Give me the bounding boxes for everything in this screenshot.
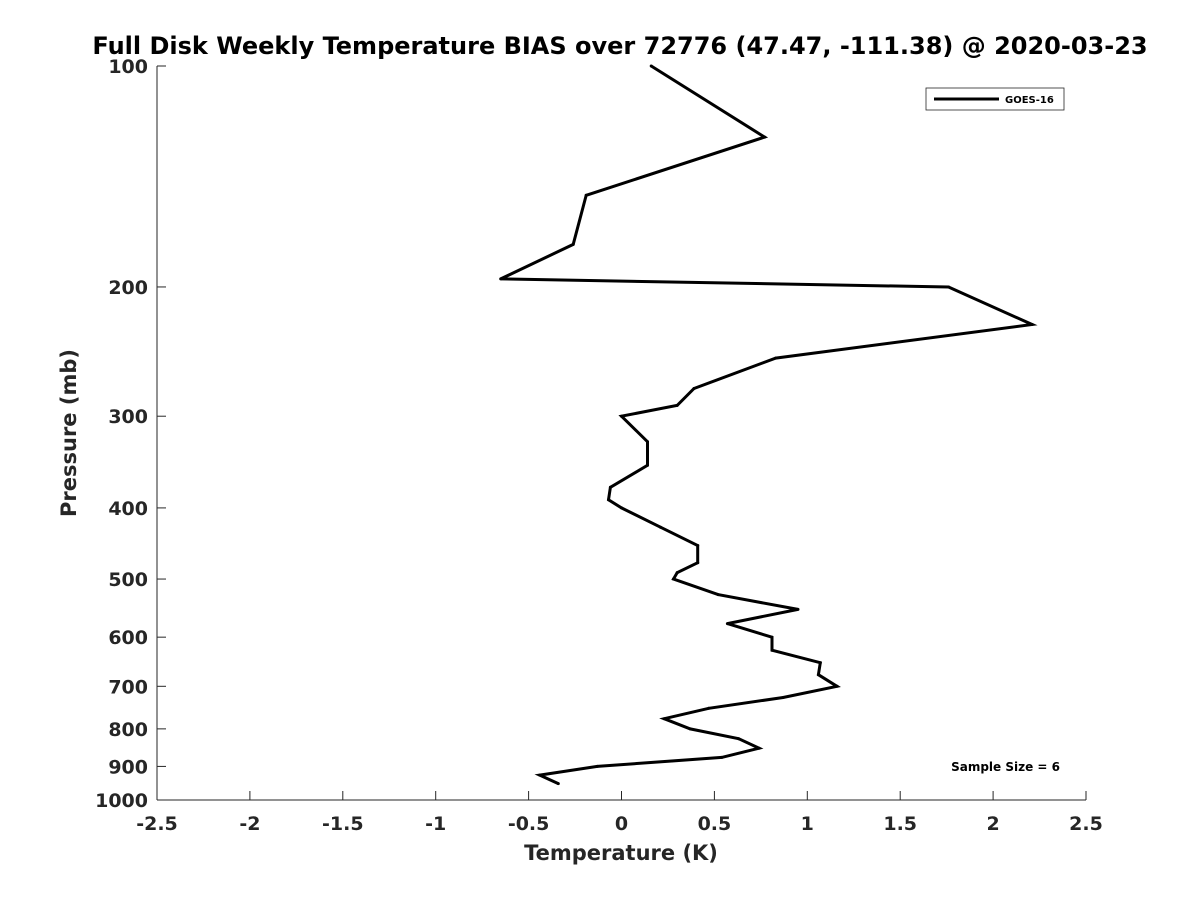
data-point bbox=[556, 782, 560, 786]
data-point bbox=[646, 463, 649, 467]
data-point bbox=[607, 498, 610, 502]
data-point bbox=[675, 571, 679, 575]
x-tick-label: -1.5 bbox=[322, 813, 364, 835]
data-point bbox=[781, 696, 785, 699]
y-tick-label: 400 bbox=[108, 498, 148, 520]
y-tick-label: 100 bbox=[108, 56, 148, 78]
data-point bbox=[737, 737, 741, 741]
chart-title: Full Disk Weekly Temperature BIAS over 7… bbox=[92, 32, 1147, 60]
x-tick-label: 1.5 bbox=[883, 813, 917, 835]
x-tick-label: 2 bbox=[986, 813, 999, 835]
x-tick-label: 2.5 bbox=[1069, 813, 1103, 835]
y-tick-label: 600 bbox=[108, 627, 148, 649]
data-point bbox=[1030, 323, 1034, 326]
series-layer bbox=[499, 64, 1038, 786]
x-tick-label: -2 bbox=[239, 813, 260, 835]
data-point bbox=[608, 485, 612, 489]
data-point bbox=[707, 706, 711, 710]
x-tick-label: -2.5 bbox=[136, 813, 178, 835]
y-tick-label: 900 bbox=[108, 756, 148, 778]
data-point bbox=[770, 648, 774, 652]
data-point bbox=[816, 673, 820, 677]
data-point bbox=[571, 242, 575, 246]
data-point bbox=[696, 544, 700, 547]
data-point bbox=[947, 285, 950, 289]
data-point bbox=[584, 193, 588, 197]
data-point bbox=[662, 717, 666, 721]
data-point bbox=[725, 622, 729, 626]
legend: GOES-16 bbox=[925, 87, 1065, 111]
data-point bbox=[688, 727, 692, 731]
data-point bbox=[538, 773, 542, 777]
sample-size-annotation: Sample Size = 6 bbox=[951, 760, 1060, 774]
y-tick-label: 700 bbox=[108, 676, 148, 698]
y-tick-label: 300 bbox=[108, 406, 148, 428]
x-tick-label: -0.5 bbox=[508, 813, 550, 835]
data-point bbox=[716, 593, 720, 597]
data-point bbox=[770, 635, 774, 639]
data-point bbox=[763, 135, 767, 139]
y-ticks: 100 200 300 400 500 600 700 800 900 1000 bbox=[95, 56, 166, 812]
data-point bbox=[620, 414, 623, 418]
y-tick-label: 500 bbox=[108, 569, 148, 591]
y-tick-label: 800 bbox=[108, 719, 148, 741]
x-tick-label: 1 bbox=[801, 813, 814, 835]
data-point bbox=[646, 440, 649, 444]
y-tick-label: 200 bbox=[108, 277, 148, 299]
data-point bbox=[672, 577, 675, 581]
data-point bbox=[692, 387, 696, 390]
data-point bbox=[835, 684, 839, 688]
x-tick-label: 0.5 bbox=[698, 813, 732, 835]
data-point bbox=[595, 764, 599, 768]
data-point bbox=[620, 506, 623, 510]
data-point bbox=[720, 755, 724, 759]
data-point bbox=[757, 746, 761, 750]
data-point bbox=[649, 64, 653, 68]
data-point bbox=[774, 356, 778, 360]
data-point bbox=[796, 607, 800, 611]
data-point bbox=[818, 661, 822, 665]
x-ticks: -2.5 -2 -1.5 -1 -0.5 0 0.5 1 1.5 2 2.5 bbox=[136, 791, 1103, 835]
data-point bbox=[499, 277, 503, 281]
x-axis-label: Temperature (K) bbox=[524, 841, 718, 865]
legend-label: GOES-16 bbox=[1005, 95, 1054, 106]
y-axis-label: Pressure (mb) bbox=[57, 349, 81, 517]
data-point bbox=[659, 525, 662, 529]
y-tick-label: 1000 bbox=[95, 790, 148, 812]
data-point bbox=[696, 561, 700, 565]
data-point bbox=[675, 403, 679, 407]
x-tick-label: 0 bbox=[615, 813, 628, 835]
x-tick-label: -1 bbox=[425, 813, 446, 835]
